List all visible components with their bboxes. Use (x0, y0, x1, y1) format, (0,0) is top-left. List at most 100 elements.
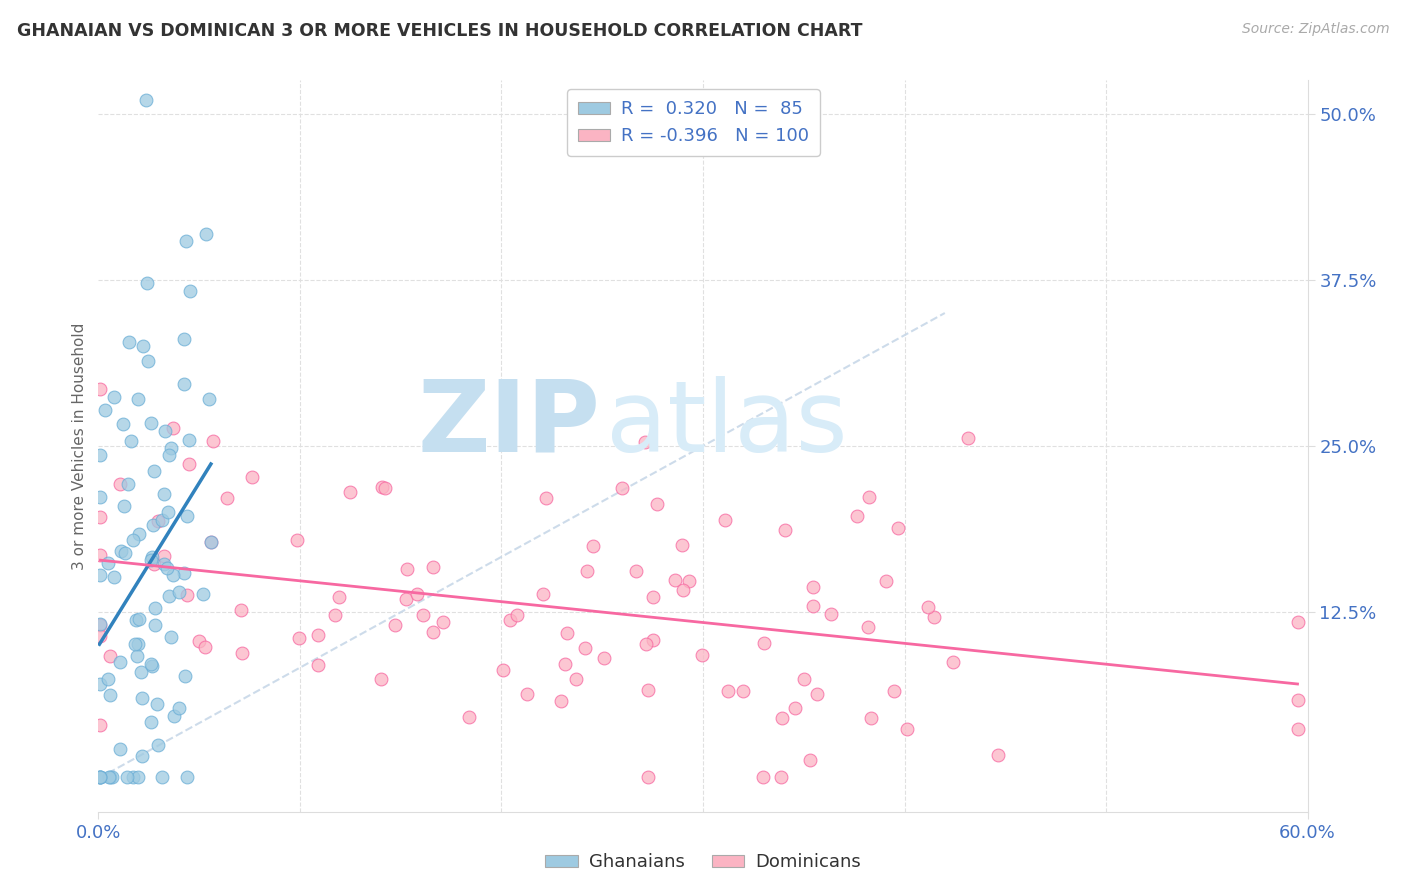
Point (773, 523, 796, 537)
Point (97, 556, 120, 570)
Point (131, 691, 153, 706)
Point (121, 533, 143, 547)
Point (422, 625, 444, 640)
Text: Source: ZipAtlas.com: Source: ZipAtlas.com (1241, 22, 1389, 37)
Point (922, 610, 945, 624)
Point (141, 549, 163, 564)
Point (875, 574, 897, 588)
Point (120, 434, 142, 448)
Point (957, 431, 980, 445)
Point (127, 770, 149, 784)
Point (89, 509, 111, 524)
Point (108, 741, 131, 756)
Point (647, 497, 669, 511)
Point (153, 486, 176, 500)
Point (499, 613, 522, 627)
Point (128, 527, 150, 541)
Point (135, 277, 157, 291)
Point (160, 441, 183, 455)
Point (89, 490, 111, 504)
Point (201, 434, 224, 449)
Point (883, 684, 905, 698)
Point (664, 573, 686, 587)
Point (506, 607, 529, 622)
Point (100, 770, 122, 784)
Point (179, 457, 201, 471)
Point (89, 629, 111, 643)
Point (153, 425, 176, 439)
Point (89, 616, 111, 631)
Point (432, 615, 454, 629)
Point (148, 514, 170, 528)
Point (942, 656, 965, 670)
Point (769, 770, 792, 784)
Point (396, 562, 419, 576)
Point (174, 234, 197, 248)
Point (103, 570, 125, 584)
Point (799, 753, 821, 767)
Point (127, 392, 149, 406)
Point (406, 586, 429, 600)
Legend: Ghanaians, Dominicans: Ghanaians, Dominicans (538, 847, 868, 879)
Point (159, 630, 181, 644)
Point (637, 683, 659, 698)
Point (141, 659, 163, 673)
Point (384, 618, 406, 632)
Point (157, 448, 180, 462)
Point (89, 770, 111, 784)
Point (98, 688, 121, 702)
Text: GHANAIAN VS DOMINICAN 3 OR MORE VEHICLES IN HOUSEHOLD CORRELATION CHART: GHANAIAN VS DOMINICAN 3 OR MORE VEHICLES… (17, 22, 862, 40)
Point (173, 668, 195, 682)
Point (148, 739, 170, 753)
Point (422, 559, 444, 574)
Point (803, 599, 825, 614)
Point (717, 684, 740, 698)
Point (110, 655, 132, 669)
Point (157, 589, 180, 603)
Point (124, 637, 146, 651)
Point (785, 701, 807, 715)
Point (176, 588, 198, 602)
Point (634, 434, 657, 449)
Point (731, 684, 754, 698)
Point (89, 617, 111, 632)
Point (287, 631, 309, 645)
Point (145, 697, 167, 711)
Point (177, 434, 200, 448)
Point (114, 546, 136, 560)
Point (141, 657, 163, 672)
Point (339, 485, 361, 500)
Point (231, 646, 253, 660)
Point (152, 549, 174, 564)
Point (859, 711, 882, 725)
Point (240, 469, 263, 483)
Point (887, 521, 910, 535)
Point (564, 672, 586, 686)
Point (307, 658, 329, 673)
Point (191, 587, 214, 601)
Point (163, 709, 186, 723)
Point (555, 625, 578, 640)
Point (550, 694, 572, 708)
Point (167, 701, 190, 715)
Point (117, 477, 139, 491)
Point (229, 602, 252, 616)
Point (176, 509, 198, 524)
Point (93, 403, 115, 417)
Point (917, 600, 939, 615)
Point (531, 586, 554, 600)
Point (374, 481, 396, 495)
Point (307, 628, 329, 642)
Point (770, 711, 793, 725)
Point (678, 574, 700, 588)
Point (1286, 615, 1309, 629)
Legend: R =  0.320   N =  85, R = -0.396   N = 100: R = 0.320 N = 85, R = -0.396 N = 100 (567, 89, 820, 156)
Point (100, 648, 122, 663)
Point (492, 663, 515, 677)
Point (89, 718, 111, 732)
Point (150, 513, 173, 527)
Point (194, 640, 217, 654)
Point (198, 392, 221, 406)
Point (592, 651, 614, 665)
Point (128, 612, 150, 626)
